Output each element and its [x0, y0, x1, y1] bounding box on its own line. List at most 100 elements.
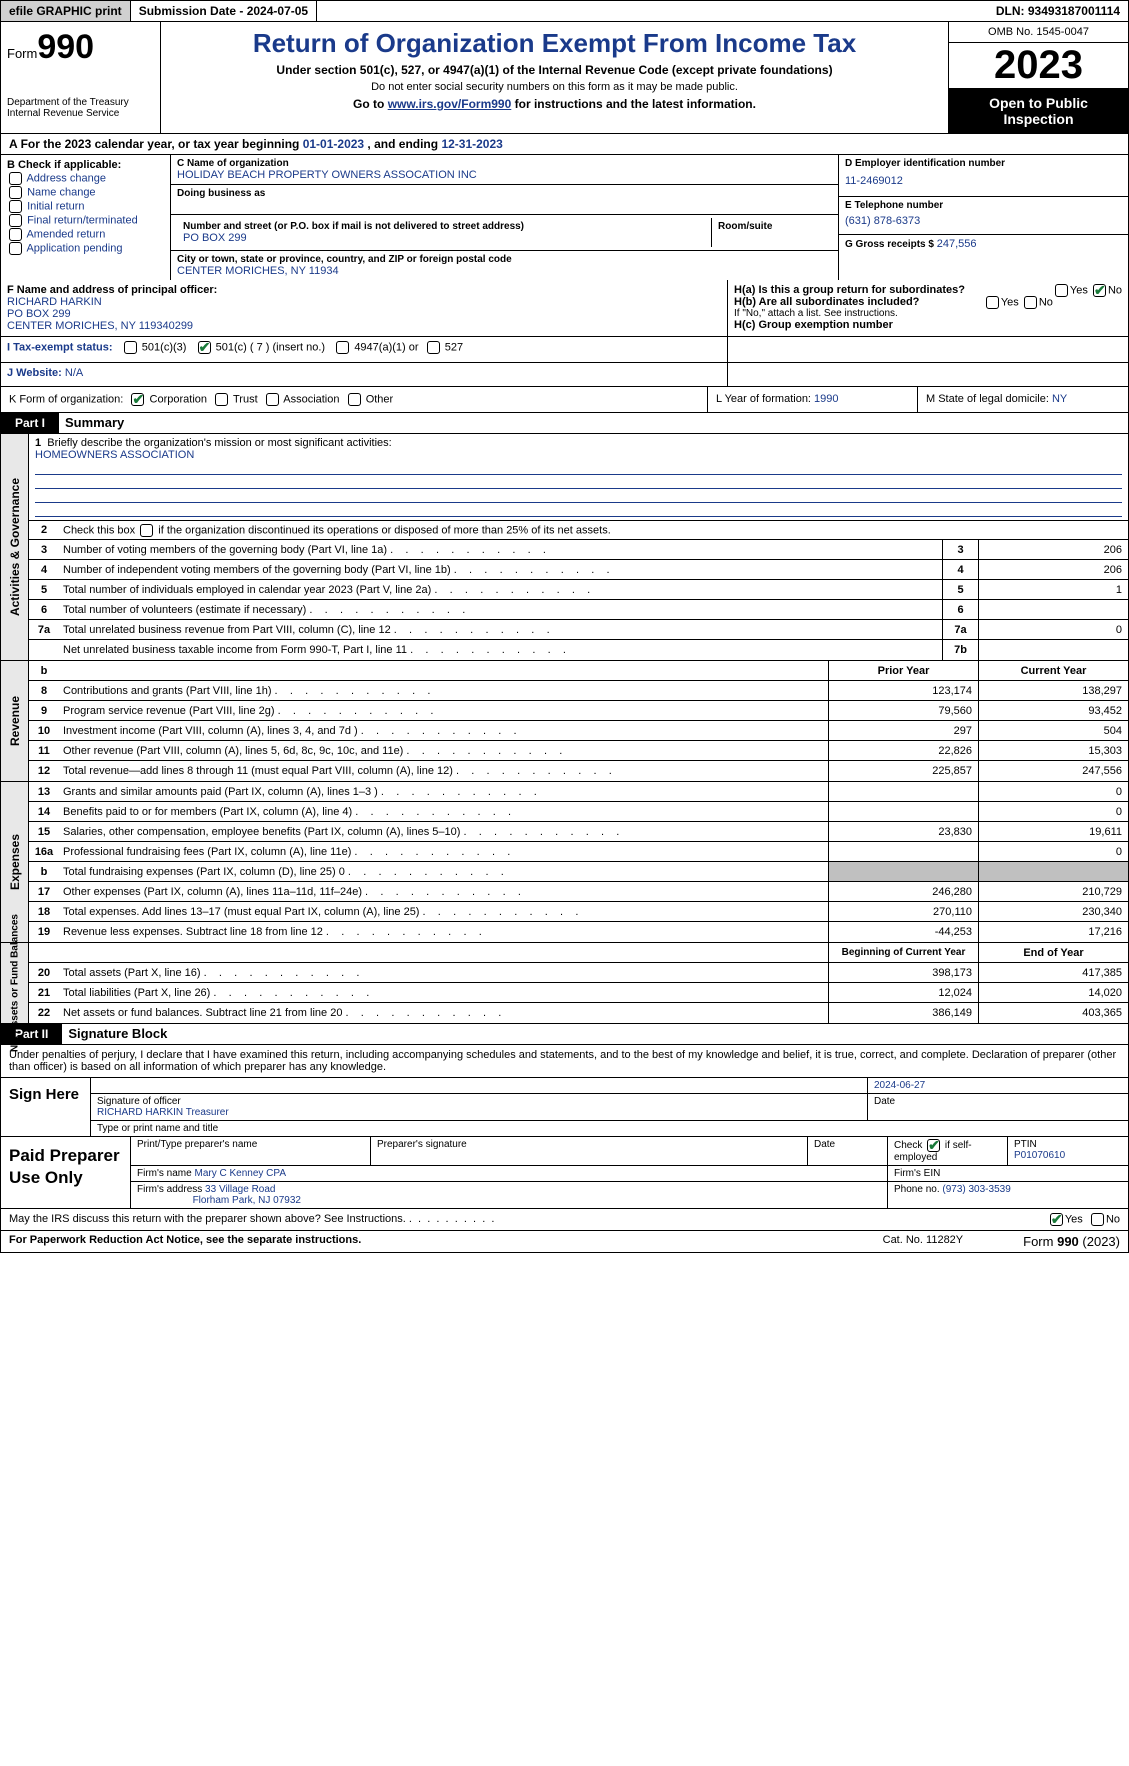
sig-declaration: Under penalties of perjury, I declare th… — [1, 1045, 1128, 1077]
table-row: 9Program service revenue (Part VIII, lin… — [29, 701, 1128, 721]
officer-name: RICHARD HARKIN — [7, 296, 721, 308]
cat-no: Cat. No. 11282Y — [883, 1234, 964, 1249]
table-row: 7aTotal unrelated business revenue from … — [29, 620, 1128, 640]
firm-addr1: 33 Village Road — [205, 1184, 275, 1195]
top-bar: efile GRAPHIC print Submission Date - 20… — [0, 0, 1129, 22]
col-begin-year: Beginning of Current Year — [828, 943, 978, 962]
chk-final-return[interactable]: Final return/terminated — [7, 214, 164, 227]
omb-number: OMB No. 1545-0047 — [949, 22, 1128, 43]
table-row: 12Total revenue—add lines 8 through 11 (… — [29, 761, 1128, 781]
col-current-year: Current Year — [978, 661, 1128, 680]
chk-501c3[interactable] — [124, 341, 137, 354]
dept-treasury: Department of the Treasury — [7, 97, 154, 108]
table-row: 19Revenue less expenses. Subtract line 1… — [29, 922, 1128, 942]
chk-initial-return[interactable]: Initial return — [7, 200, 164, 213]
table-row: 22Net assets or fund balances. Subtract … — [29, 1003, 1128, 1023]
sidebar-expenses: Expenses — [8, 834, 22, 890]
table-row: 3Number of voting members of the governi… — [29, 540, 1128, 560]
entity-grid: B Check if applicable: Address change Na… — [0, 155, 1129, 280]
form-title: Return of Organization Exempt From Incom… — [171, 28, 938, 59]
chk-assoc[interactable] — [266, 393, 279, 406]
row-klm: K Form of organization: Corporation Trus… — [0, 387, 1129, 413]
dept-irs: Internal Revenue Service — [7, 108, 154, 119]
sidebar-governance: Activities & Governance — [8, 478, 22, 616]
chk-app-pending[interactable]: Application pending — [7, 242, 164, 255]
sidebar-net: Net Assets or Fund Balances — [9, 914, 20, 1052]
chk-other[interactable] — [348, 393, 361, 406]
table-row: 17Other expenses (Part IX, column (A), l… — [29, 882, 1128, 902]
chk-527[interactable] — [427, 341, 440, 354]
form-number: Form990 — [7, 28, 154, 67]
paid-preparer-label: Paid Preparer Use Only — [1, 1137, 131, 1208]
discuss-question: May the IRS discuss this return with the… — [9, 1213, 406, 1226]
ein: 11-2469012 — [845, 169, 1122, 193]
signature-block: Under penalties of perjury, I declare th… — [0, 1045, 1129, 1231]
table-row: 10Investment income (Part VIII, column (… — [29, 721, 1128, 741]
paperwork-notice: For Paperwork Reduction Act Notice, see … — [9, 1234, 361, 1249]
chk-name-change[interactable]: Name change — [7, 186, 164, 199]
org-city: CENTER MORICHES, NY 11934 — [177, 265, 832, 277]
row-a-tax-year: A For the 2023 calendar year, or tax yea… — [0, 134, 1129, 155]
table-row: 16aProfessional fundraising fees (Part I… — [29, 842, 1128, 862]
firm-name: Mary C Kenney CPA — [194, 1168, 286, 1179]
table-row: bTotal fundraising expenses (Part IX, co… — [29, 862, 1128, 882]
part2-header: Part IISignature Block — [0, 1024, 1129, 1045]
chk-corp[interactable] — [131, 393, 144, 406]
sidebar-revenue: Revenue — [8, 696, 22, 746]
row-i: I Tax-exempt status: 501(c)(3) 501(c) ( … — [0, 337, 1129, 363]
domicile: NY — [1052, 393, 1067, 405]
table-row: Net unrelated business taxable income fr… — [29, 640, 1128, 660]
open-inspection: Open to Public Inspection — [949, 89, 1128, 133]
col-end-year: End of Year — [978, 943, 1128, 962]
chk-501c[interactable] — [198, 341, 211, 354]
gross-receipts: 247,556 — [937, 238, 977, 250]
submission-date: Submission Date - 2024-07-05 — [131, 1, 317, 21]
sign-here-label: Sign Here — [1, 1078, 91, 1136]
table-row: 18Total expenses. Add lines 13–17 (must … — [29, 902, 1128, 922]
table-row: 21Total liabilities (Part X, line 26)12,… — [29, 983, 1128, 1003]
section-c: C Name of organization HOLIDAY BEACH PRO… — [171, 155, 838, 280]
table-row: 15Salaries, other compensation, employee… — [29, 822, 1128, 842]
chk-self-employed[interactable] — [927, 1139, 940, 1152]
chk-address-change[interactable]: Address change — [7, 172, 164, 185]
form-subtitle: Under section 501(c), 527, or 4947(a)(1)… — [171, 63, 938, 77]
summary-expenses: Expenses 13Grants and similar amounts pa… — [0, 782, 1129, 943]
col-prior-year: Prior Year — [828, 661, 978, 680]
table-row: 11Other revenue (Part VIII, column (A), … — [29, 741, 1128, 761]
table-row: 20Total assets (Part X, line 16)398,1734… — [29, 963, 1128, 983]
footer: For Paperwork Reduction Act Notice, see … — [0, 1231, 1129, 1253]
form-header: Form990 Department of the Treasury Inter… — [0, 22, 1129, 134]
officer-sig: RICHARD HARKIN Treasurer — [97, 1107, 229, 1118]
table-row: 6Total number of volunteers (estimate if… — [29, 600, 1128, 620]
irs-link[interactable]: www.irs.gov/Form990 — [388, 97, 512, 111]
telephone: (631) 878-6373 — [845, 211, 1122, 231]
table-row: 4Number of independent voting members of… — [29, 560, 1128, 580]
firm-phone: (973) 303-3539 — [942, 1184, 1010, 1195]
sig-date-value: 2024-06-27 — [874, 1080, 925, 1091]
summary-governance: Activities & Governance 1 Briefly descri… — [0, 434, 1129, 661]
tax-year: 2023 — [949, 43, 1128, 89]
chk-amended[interactable]: Amended return — [7, 228, 164, 241]
org-address: PO BOX 299 — [183, 232, 705, 244]
chk-discuss-yes[interactable] — [1050, 1213, 1063, 1226]
table-row: 14Benefits paid to or for members (Part … — [29, 802, 1128, 822]
h-a: H(a) Is this a group return for subordin… — [734, 284, 1122, 296]
part1-header: Part ISummary — [0, 413, 1129, 434]
org-name: HOLIDAY BEACH PROPERTY OWNERS ASSOCATION… — [177, 169, 832, 181]
table-row: 13Grants and similar amounts paid (Part … — [29, 782, 1128, 802]
table-row: 5Total number of individuals employed in… — [29, 580, 1128, 600]
chk-4947[interactable] — [336, 341, 349, 354]
mission-text: HOMEOWNERS ASSOCIATION — [35, 449, 194, 461]
section-deg: D Employer identification number 11-2469… — [838, 155, 1128, 280]
chk-discontinued[interactable] — [140, 524, 153, 537]
ptin: P01070610 — [1014, 1150, 1065, 1161]
chk-trust[interactable] — [215, 393, 228, 406]
firm-addr2: Florham Park, NJ 07932 — [193, 1195, 301, 1206]
summary-net-assets: Net Assets or Fund Balances Beginning of… — [0, 943, 1129, 1024]
chk-discuss-no[interactable] — [1091, 1213, 1104, 1226]
efile-label[interactable]: efile GRAPHIC print — [1, 1, 131, 21]
ssn-note: Do not enter social security numbers on … — [171, 81, 938, 93]
section-b: B Check if applicable: Address change Na… — [1, 155, 171, 280]
h-c: H(c) Group exemption number — [734, 319, 1122, 331]
dln: DLN: 93493187001114 — [988, 1, 1128, 21]
